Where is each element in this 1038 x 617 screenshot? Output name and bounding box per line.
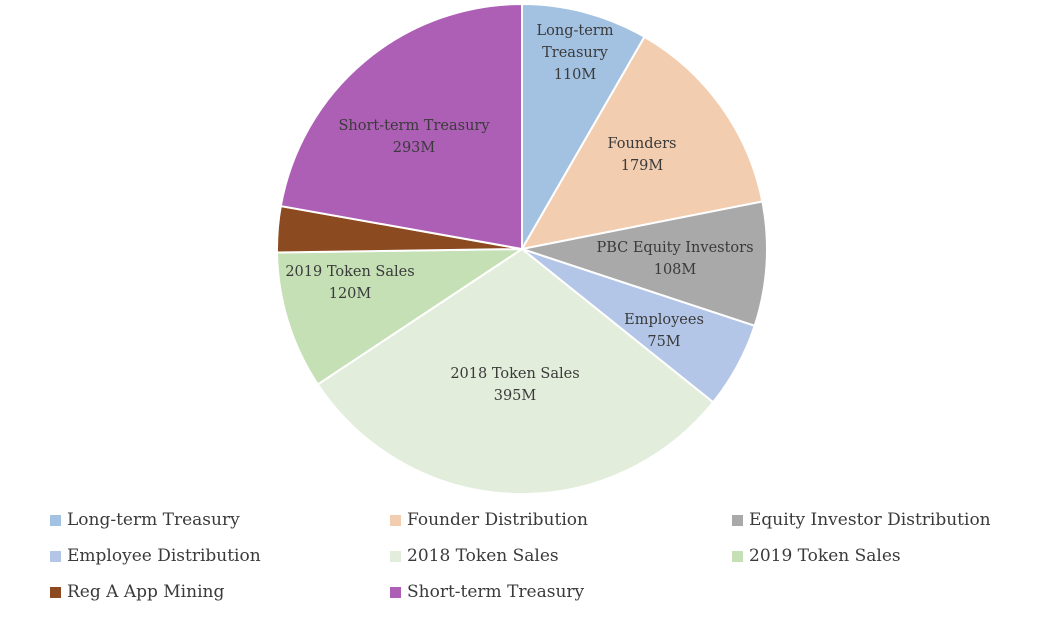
pie-slice-2018-token-sales (316, 247, 715, 495)
legend-swatch (390, 514, 401, 526)
slice-value-label: 110M (554, 67, 597, 83)
legend-label: Short-term Treasury (407, 582, 585, 602)
legend-swatch (732, 514, 743, 526)
slice-label-2018-token-sales: 2018 Token Sales 395M (450, 366, 579, 404)
slice-name-label: PBC Equity Investors (596, 240, 753, 256)
legend-item: Employee Distribution (50, 545, 261, 567)
legend-item: 2018 Token Sales (390, 545, 559, 567)
legend-label: 2018 Token Sales (407, 546, 559, 566)
slice-label-employees: Employees 75M (624, 312, 704, 350)
slice-label-founders: Founders 179M (608, 136, 677, 174)
pie-slice-founders (520, 35, 764, 251)
slice-value-label: 108M (654, 262, 697, 278)
slice-label-short-term-treasury: Short-term Treasury 293M (338, 118, 490, 156)
pie-slice-pbc-equity-investors (518, 200, 768, 328)
legend-label: Reg A App Mining (67, 582, 225, 602)
slice-label-2019-token-sales: 2019 Token Sales 120M (285, 264, 414, 302)
slice-value-label: 120M (329, 286, 372, 302)
slice-name-label: Short-term Treasury (338, 118, 490, 134)
legend-swatch (390, 550, 401, 562)
legend-swatch (50, 514, 61, 526)
slice-value-label: 75M (647, 334, 680, 350)
pie-chart: Long-term Treasury 110M Founders 179M PBC Equ… (276, 2, 768, 495)
legend-item: Equity Investor Distribution (732, 509, 991, 531)
legend-label: Equity Investor Distribution (749, 510, 991, 530)
slice-name-label: Founders (608, 136, 677, 152)
legend-item: Reg A App Mining (50, 581, 224, 603)
pie-slice-long-term-treasury (521, 2, 646, 253)
legend-item: 2019 Token Sales (732, 545, 901, 567)
legend-item: Long-term Treasury (50, 509, 240, 531)
legend-swatch (50, 586, 61, 598)
slice-value-label: 179M (621, 158, 664, 174)
legend-label: Employee Distribution (67, 546, 261, 566)
legend-label: Founder Distribution (407, 510, 588, 530)
slice-label-pbc-equity-investors: PBC Equity Investors 108M (596, 240, 753, 278)
slice-label-long-term-treasury: Long-term Treasury 110M (537, 23, 614, 83)
legend-label: 2019 Token Sales (749, 546, 901, 566)
legend-swatch (390, 586, 401, 598)
pie-slice-short-term-treasury (279, 2, 523, 251)
legend-item: Founder Distribution (390, 509, 588, 531)
pie-slice-2019-token-sales (276, 247, 526, 386)
slice-value-label: 395M (494, 388, 537, 404)
slice-value-label: 293M (393, 140, 436, 156)
legend-swatch (732, 550, 743, 562)
legend-item: Short-term Treasury (390, 581, 584, 603)
slice-name-label: Long-term (537, 23, 614, 39)
slice-name-label: Employees (624, 312, 704, 328)
slice-name-label: 2019 Token Sales (285, 264, 414, 280)
slice-name-label: 2018 Token Sales (450, 366, 579, 382)
slice-name-label: Treasury (542, 45, 609, 61)
legend-label: Long-term Treasury (67, 510, 240, 530)
legend-swatch (50, 550, 61, 562)
